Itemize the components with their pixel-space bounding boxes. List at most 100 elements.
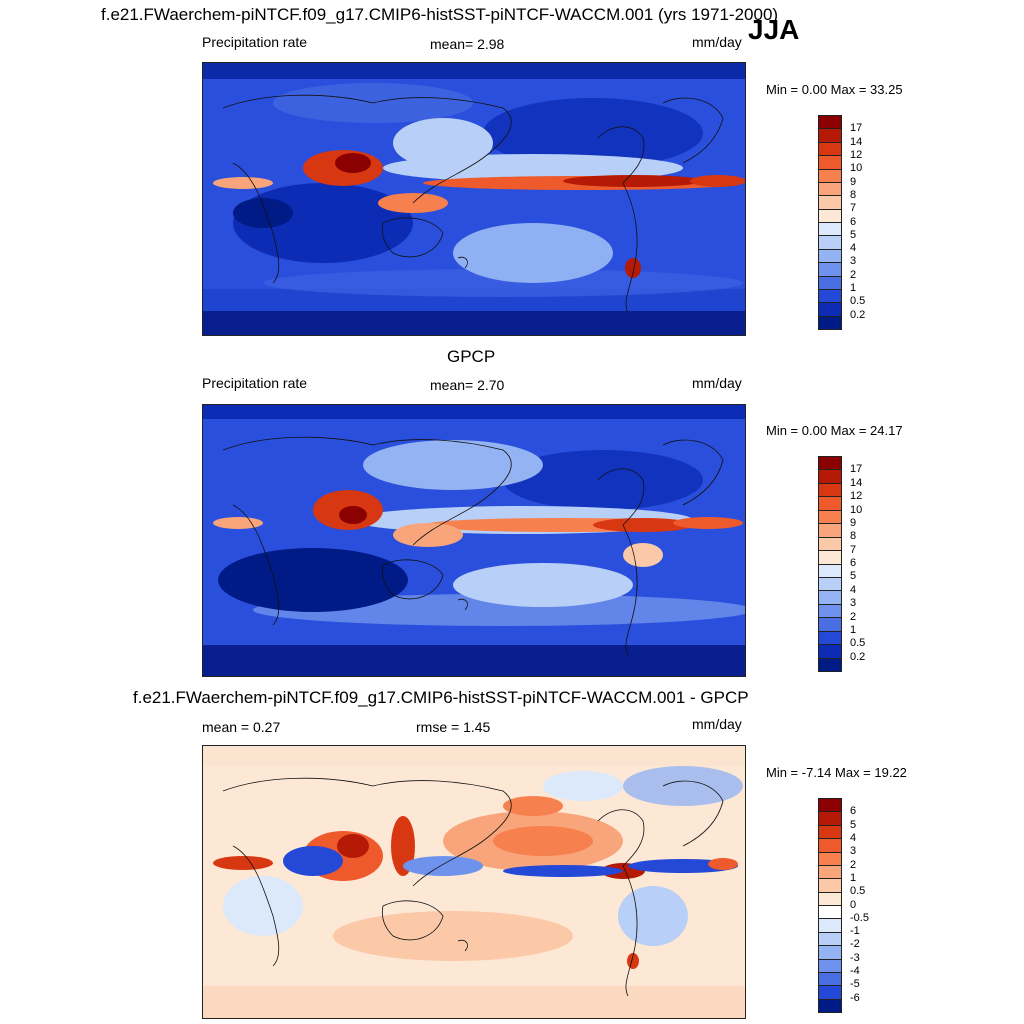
panel2-colorbar [818,456,842,672]
colorbar-swatch [819,658,841,671]
colorbar-tick-label: 14 [850,135,863,148]
colorbar-swatch [819,223,841,237]
colorbar-swatch [819,892,841,906]
colorbar-tick-label: -6 [850,991,860,1004]
colorbar-tick-label: 1 [850,623,857,636]
colorbar-tick-label: 1 [850,282,857,295]
colorbar-tick-label: 0.2 [850,308,866,321]
colorbar-swatch [819,537,841,552]
panel3-mean-label: mean = 0.27 [202,719,281,735]
colorbar-tick-label: 2 [850,268,857,281]
colorbar-tick-label: 3 [850,845,857,858]
colorbar-tick-label: 2 [850,610,857,623]
colorbar-swatch [819,470,841,484]
colorbar-tick-label: -1 [850,925,860,938]
colorbar-tick-label: 8 [850,188,857,201]
colorbar-tick-label: 10 [850,503,863,516]
colorbar-tick-label: 0.2 [850,650,866,663]
colorbar-swatch [819,483,841,498]
colorbar-swatch [819,852,841,866]
colorbar-tick-label: 12 [850,490,863,503]
colorbar-swatch [819,631,841,646]
panel1-mean-label: mean= 2.98 [430,36,505,52]
panel1-units-label: mm/day [692,34,742,50]
panel1-variable-label: Precipitation rate [202,34,308,50]
panel2-map [202,404,746,677]
colorbar-swatch [819,497,841,511]
panel1-map [202,62,746,336]
colorbar-tick-label: 9 [850,175,857,188]
colorbar-swatch [819,169,841,183]
colorbar-swatch [819,249,841,264]
colorbar-tick-label: 0.5 [850,295,866,308]
colorbar-tick-label: 4 [850,242,857,255]
panel3-map [202,745,746,1019]
colorbar-tick-label: 4 [850,831,857,844]
panel2-mean-label: mean= 2.70 [430,377,505,393]
colorbar-tick-label: 5 [850,228,857,241]
colorbar-tick-label: 3 [850,597,857,610]
colorbar-swatch [819,812,841,826]
colorbar-swatch [819,932,841,947]
colorbar-tick-label: 6 [850,215,857,228]
season-label: JJA [748,14,800,45]
colorbar-swatch [819,972,841,987]
colorbar-swatch [819,551,841,565]
colorbar-swatch [819,142,841,157]
colorbar-swatch [819,564,841,578]
colorbar-swatch [819,182,841,197]
colorbar-swatch [819,618,841,632]
colorbar-tick-label: 1 [850,871,857,884]
colorbar-swatch [819,604,841,619]
panel1-minmax: Min = 0.00 Max = 33.25 [766,82,903,97]
colorbar-tick-label: -4 [850,965,860,978]
colorbar-swatch [819,510,841,525]
colorbar-tick-label: 6 [850,557,857,569]
colorbar-tick-label: 6 [850,805,857,818]
colorbar-tick-label: -2 [850,938,860,951]
colorbar-swatch [819,196,841,210]
colorbar-swatch [819,946,841,960]
panel3-rmse-label: rmse = 1.45 [416,719,491,735]
colorbar-tick-label: 0 [850,898,857,911]
colorbar-tick-label: -0.5 [850,911,869,924]
colorbar-swatch [819,263,841,277]
colorbar-swatch [819,276,841,290]
colorbar-swatch [819,645,841,659]
colorbar-tick-label: 2 [850,858,857,871]
colorbar-tick-label: 12 [850,148,863,161]
colorbar-tick-label: 0.5 [850,885,866,898]
colorbar-swatch [819,236,841,250]
colorbar-swatch [819,799,841,813]
colorbar-swatch [819,457,841,471]
colorbar-swatch [819,825,841,840]
colorbar-swatch [819,289,841,304]
colorbar-tick-label: 14 [850,476,863,489]
colorbar-tick-label: 8 [850,530,857,543]
panel1-title: f.e21.FWaerchem-piNTCF.f09_g17.CMIP6-his… [101,5,779,24]
colorbar-tick-label: 10 [850,162,863,175]
panel2-minmax: Min = 0.00 Max = 24.17 [766,423,903,438]
colorbar-tick-label: -3 [850,951,860,964]
colorbar-tick-label: 7 [850,202,857,215]
colorbar-swatch [819,986,841,1000]
colorbar-tick-label: 17 [850,122,863,135]
colorbar-swatch [819,865,841,880]
panel3-units-label: mm/day [692,716,742,732]
colorbar-tick-label: 5 [850,818,857,831]
colorbar-swatch [819,906,841,920]
colorbar-swatch [819,577,841,592]
panel3-colorbar [818,798,842,1013]
colorbar-swatch [819,209,841,223]
colorbar-tick-label: 5 [850,570,857,583]
colorbar-tick-label: 0.5 [850,637,866,650]
colorbar-swatch [819,999,841,1012]
panel2-title: GPCP [447,347,496,366]
panel2-units-label: mm/day [692,375,742,391]
colorbar-swatch [819,524,841,538]
panel2-variable-label: Precipitation rate [202,375,308,391]
colorbar-tick-label: 9 [850,516,857,529]
colorbar-swatch [819,879,841,893]
colorbar-swatch [819,116,841,130]
colorbar-swatch [819,919,841,933]
